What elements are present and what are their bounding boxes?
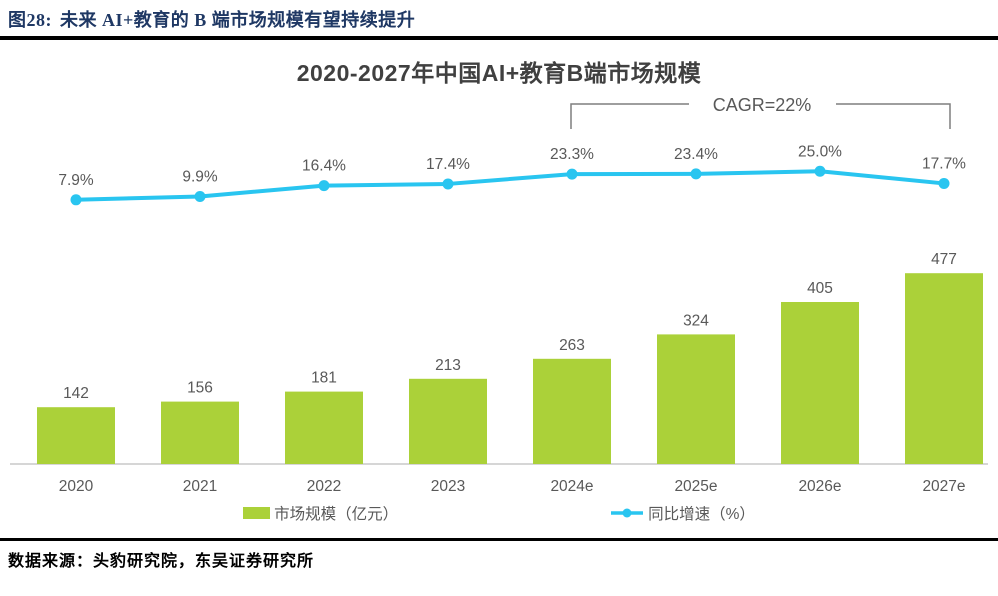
line-series-marker-icon (611, 508, 644, 518)
chart-title: 2020-2027年中国AI+教育B端市场规模 (296, 60, 702, 86)
bar-2022 (285, 391, 363, 464)
bar-value-label: 405 (807, 280, 833, 297)
growth-value-label: 23.3% (550, 146, 594, 163)
growth-point-2022 (318, 180, 330, 192)
bar-2027e (905, 273, 983, 464)
bar-2023 (409, 378, 487, 464)
bar-value-label: 213 (435, 357, 461, 374)
growth-point-2021 (194, 190, 206, 202)
bar-2026e (781, 302, 859, 464)
x-axis-label: 2027e (922, 478, 965, 495)
cagr-annotation: CAGR=22% (713, 95, 812, 115)
growth-line (74, 169, 946, 202)
growth-value-label: 16.4% (302, 158, 346, 175)
growth-point-2020 (70, 194, 82, 206)
x-axis-label: 2025e (674, 478, 717, 495)
bar-value-label: 181 (311, 370, 337, 387)
growth-point-2025e (690, 168, 702, 180)
legend-label-market-size: 市场规模（亿元） (274, 506, 399, 523)
bar-value-label: 263 (559, 337, 585, 354)
growth-value-label: 9.9% (182, 168, 218, 185)
legend-item-growth-rate: 同比增速（%） (610, 502, 755, 524)
growth-point-2027e (938, 177, 950, 189)
bar-2020 (37, 407, 115, 464)
growth-value-label: 7.9% (58, 172, 94, 189)
growth-value-label: 23.4% (674, 146, 718, 163)
bar-value-label: 142 (63, 385, 89, 402)
bar-value-label: 324 (683, 312, 709, 329)
x-axis-label: 2020 (59, 478, 94, 495)
x-axis-label: 2021 (183, 478, 217, 495)
x-axis-label: 2024e (550, 478, 593, 495)
bar-value-label: 477 (931, 251, 957, 268)
footer-divider (0, 538, 998, 541)
x-axis-label: 2022 (307, 478, 341, 495)
growth-point-2023 (442, 178, 454, 190)
figure-header: 图28: 未来 AI+教育的 B 端市场规模有望持续提升 (8, 6, 990, 32)
growth-point-2026e (814, 165, 826, 177)
growth-value-label: 17.4% (426, 156, 470, 173)
cagr-bracket-left (570, 103, 689, 129)
legend-item-market-size: 市场规模（亿元） (243, 502, 398, 524)
bar-value-label: 156 (187, 380, 213, 397)
growth-value-label: 17.7% (922, 155, 966, 172)
figure-title: 未来 AI+教育的 B 端市场规模有望持续提升 (60, 10, 416, 30)
source-line: 数据来源：头豹研究院，东吴证券研究所 (8, 553, 315, 570)
x-axis-label: 2023 (431, 478, 465, 495)
cagr-bracket-right (836, 103, 951, 129)
chart-legend: 市场规模（亿元） 同比增速（%） (0, 502, 998, 524)
bar-2021 (161, 401, 239, 464)
x-axis-label: 2026e (798, 478, 841, 495)
figure-number: 图28: (8, 10, 52, 30)
header-divider (0, 36, 998, 40)
bar-2025e (657, 334, 735, 464)
bar-series-swatch-icon (243, 507, 271, 519)
growth-point-2024e (566, 168, 578, 180)
legend-label-growth-rate: 同比增速（%） (648, 506, 755, 523)
bar-2024e (533, 358, 611, 464)
growth-value-label: 25.0% (798, 143, 842, 160)
